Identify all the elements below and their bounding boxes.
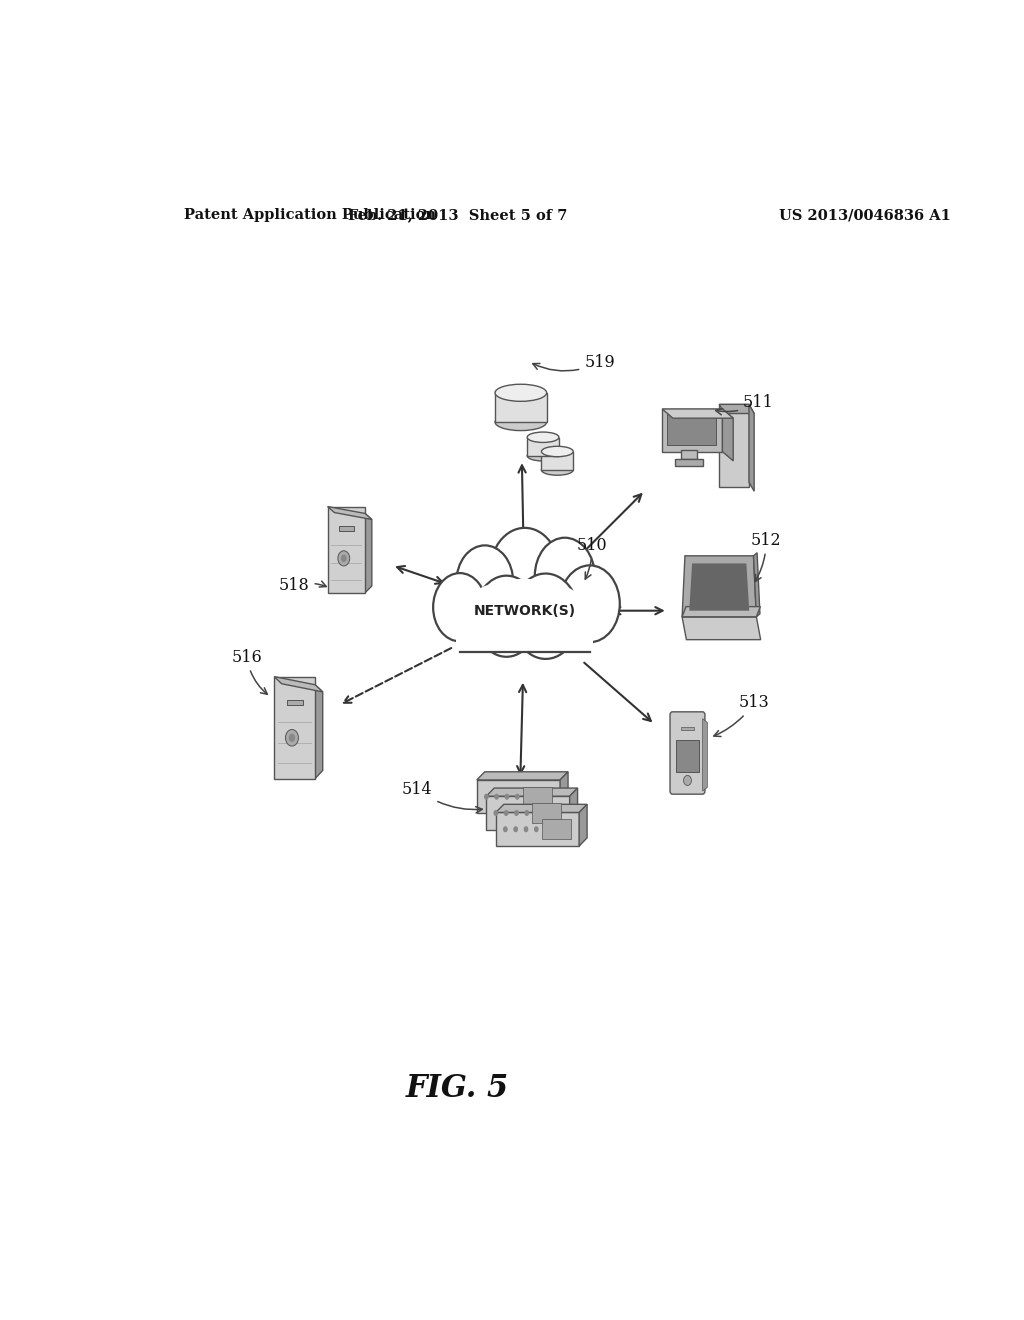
Bar xyxy=(681,450,697,459)
Polygon shape xyxy=(496,804,587,812)
Circle shape xyxy=(534,826,539,833)
Bar xyxy=(339,527,353,531)
Ellipse shape xyxy=(527,432,559,442)
Bar xyxy=(328,507,365,593)
Circle shape xyxy=(338,550,349,566)
Bar xyxy=(486,796,569,830)
Circle shape xyxy=(523,826,528,833)
Bar xyxy=(522,787,552,807)
Circle shape xyxy=(457,545,513,618)
Text: 516: 516 xyxy=(231,648,267,694)
Circle shape xyxy=(515,793,519,800)
Polygon shape xyxy=(754,553,760,616)
Text: NETWORK(S): NETWORK(S) xyxy=(474,603,575,618)
Circle shape xyxy=(514,810,519,816)
Bar xyxy=(495,393,547,422)
Circle shape xyxy=(503,826,508,833)
Bar xyxy=(274,677,315,779)
Text: 518: 518 xyxy=(279,577,327,594)
Circle shape xyxy=(535,537,595,615)
Text: 513: 513 xyxy=(714,694,770,737)
Text: 511: 511 xyxy=(716,395,774,414)
Text: 519: 519 xyxy=(532,354,615,371)
Bar xyxy=(542,820,570,840)
Circle shape xyxy=(513,826,518,833)
Circle shape xyxy=(495,793,499,800)
Polygon shape xyxy=(749,404,754,491)
Text: 510: 510 xyxy=(577,537,607,579)
Bar xyxy=(719,404,749,487)
Circle shape xyxy=(489,528,560,618)
Circle shape xyxy=(505,793,509,800)
Ellipse shape xyxy=(542,465,573,475)
Bar xyxy=(457,614,593,652)
Polygon shape xyxy=(702,718,708,791)
FancyBboxPatch shape xyxy=(670,711,705,795)
Bar xyxy=(527,438,559,455)
Circle shape xyxy=(684,775,691,785)
Polygon shape xyxy=(274,677,323,692)
Bar xyxy=(477,780,560,813)
Circle shape xyxy=(475,576,539,657)
Text: 514: 514 xyxy=(401,780,482,813)
Polygon shape xyxy=(486,788,578,796)
Polygon shape xyxy=(722,409,733,461)
Text: Feb. 21, 2013  Sheet 5 of 7: Feb. 21, 2013 Sheet 5 of 7 xyxy=(348,209,567,222)
Text: FIG. 5: FIG. 5 xyxy=(406,1073,509,1104)
Polygon shape xyxy=(682,607,761,616)
Polygon shape xyxy=(663,409,722,451)
Text: US 2013/0046836 A1: US 2013/0046836 A1 xyxy=(778,209,950,222)
Ellipse shape xyxy=(495,413,547,430)
Polygon shape xyxy=(328,507,372,520)
Circle shape xyxy=(286,730,298,746)
Polygon shape xyxy=(365,513,372,593)
Ellipse shape xyxy=(542,446,573,457)
Circle shape xyxy=(512,573,579,659)
Ellipse shape xyxy=(495,384,547,401)
Ellipse shape xyxy=(527,450,559,461)
Bar xyxy=(676,741,699,772)
Circle shape xyxy=(524,810,529,816)
Polygon shape xyxy=(667,414,716,445)
Bar xyxy=(287,700,303,705)
Polygon shape xyxy=(719,404,754,413)
Bar xyxy=(542,453,573,470)
Bar xyxy=(681,727,693,730)
Bar xyxy=(675,459,703,466)
Circle shape xyxy=(341,554,347,562)
Circle shape xyxy=(504,810,509,816)
Polygon shape xyxy=(569,788,578,830)
Text: 512: 512 xyxy=(751,532,781,582)
Polygon shape xyxy=(477,772,568,780)
Polygon shape xyxy=(315,685,323,779)
Circle shape xyxy=(560,565,620,643)
Circle shape xyxy=(494,810,499,816)
Bar xyxy=(532,803,561,824)
Bar xyxy=(496,812,580,846)
Polygon shape xyxy=(682,556,757,616)
Circle shape xyxy=(484,793,488,800)
Polygon shape xyxy=(663,409,733,418)
Polygon shape xyxy=(689,564,750,611)
Ellipse shape xyxy=(462,579,588,642)
Circle shape xyxy=(433,573,486,642)
Polygon shape xyxy=(560,772,568,813)
Text: Patent Application Publication: Patent Application Publication xyxy=(183,209,435,222)
Polygon shape xyxy=(682,616,761,640)
Circle shape xyxy=(289,734,295,742)
Polygon shape xyxy=(580,804,587,846)
